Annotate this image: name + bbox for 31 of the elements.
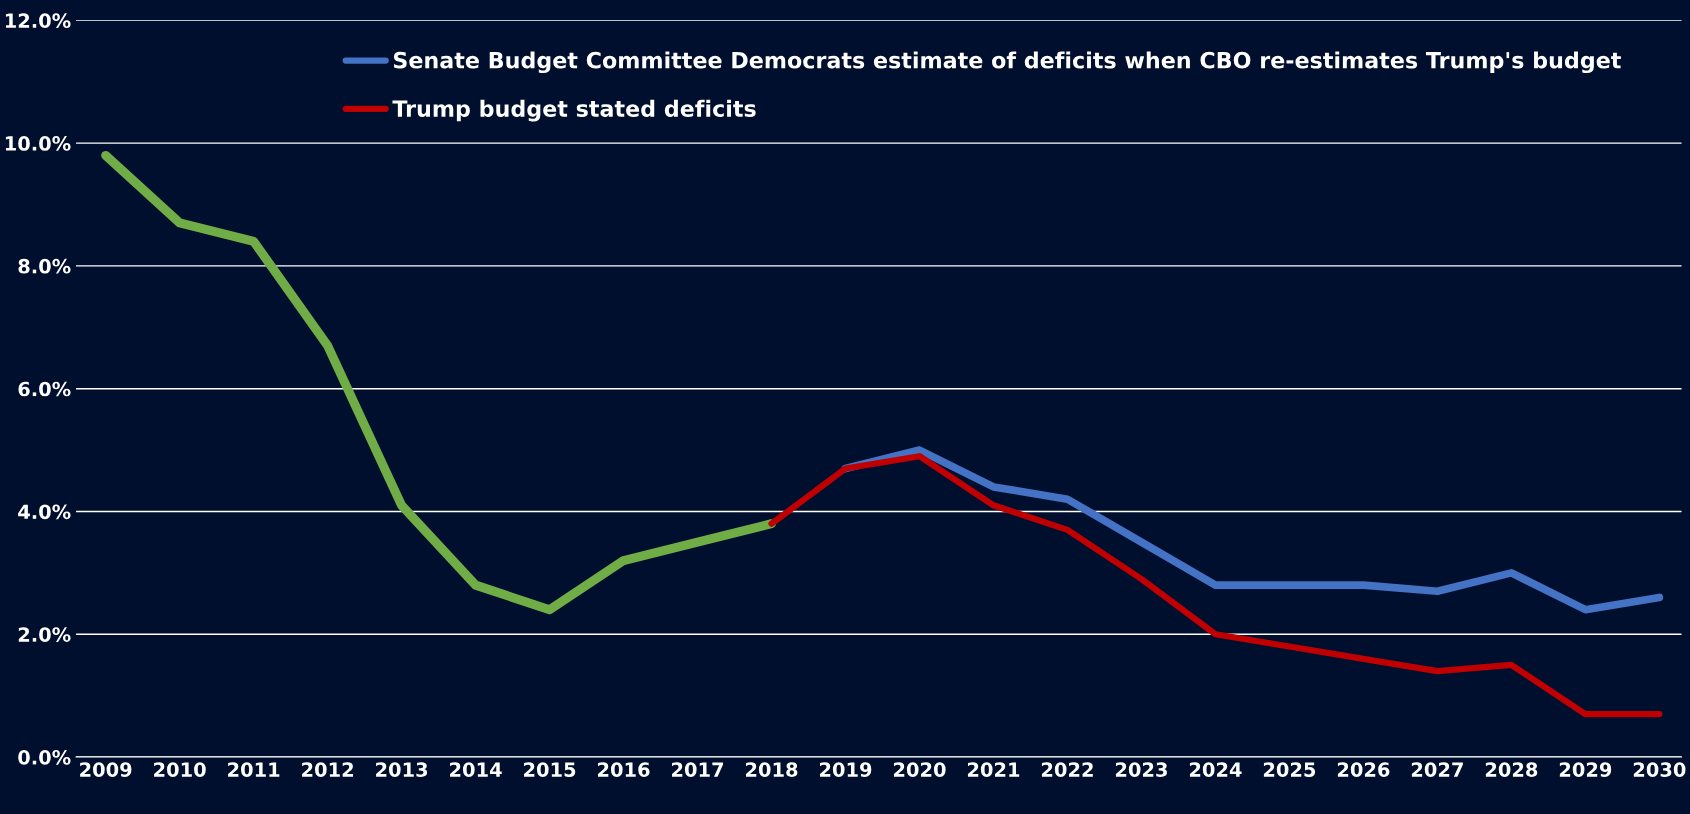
- x-tick-label: 2011: [228, 762, 280, 777]
- x-tick-label: 2029: [1559, 762, 1612, 777]
- x-tick-label: 2015: [524, 762, 576, 777]
- x-tick-label: 2013: [376, 762, 428, 777]
- y-tick-label: 8.0%: [18, 258, 71, 274]
- y-tick-label: 0.0%: [18, 749, 71, 765]
- x-tick-label: 2020: [893, 762, 946, 777]
- x-tick-label: 2028: [1485, 762, 1538, 777]
- x-tick-label: 2025: [1263, 762, 1316, 777]
- y-tick-label: 6.0%: [18, 381, 71, 397]
- x-tick-label: 2016: [598, 762, 650, 777]
- x-tick-label: 2017: [672, 762, 724, 777]
- x-tick-label: 2030: [1633, 762, 1686, 777]
- x-tick-label: 2018: [746, 762, 798, 777]
- y-tick-label: 4.0%: [18, 504, 71, 520]
- x-tick-label: 2012: [302, 762, 353, 777]
- x-tick-label: 2027: [1411, 762, 1463, 777]
- legend-label: Senate Budget Committee Democrats estimate of deficits when CBO re-estimates Trump's budget: [393, 51, 1621, 74]
- x-tick-label: 2022: [1041, 762, 1093, 777]
- x-tick-label: 2024: [1189, 762, 1242, 777]
- x-tick-label: 2021: [967, 762, 1020, 777]
- x-tick-label: 2009: [80, 762, 132, 777]
- y-tick-label: 12.0%: [5, 13, 71, 29]
- x-tick-label: 2014: [450, 762, 502, 777]
- x-tick-label: 2023: [1115, 762, 1167, 777]
- x-tick-label: 2010: [154, 762, 206, 777]
- x-tick-label: 2026: [1337, 762, 1390, 777]
- y-tick-label: 2.0%: [18, 627, 71, 642]
- legend-label: Trump budget stated deficits: [392, 99, 756, 122]
- y-tick-label: 10.0%: [5, 136, 71, 151]
- x-tick-label: 2019: [819, 762, 872, 777]
